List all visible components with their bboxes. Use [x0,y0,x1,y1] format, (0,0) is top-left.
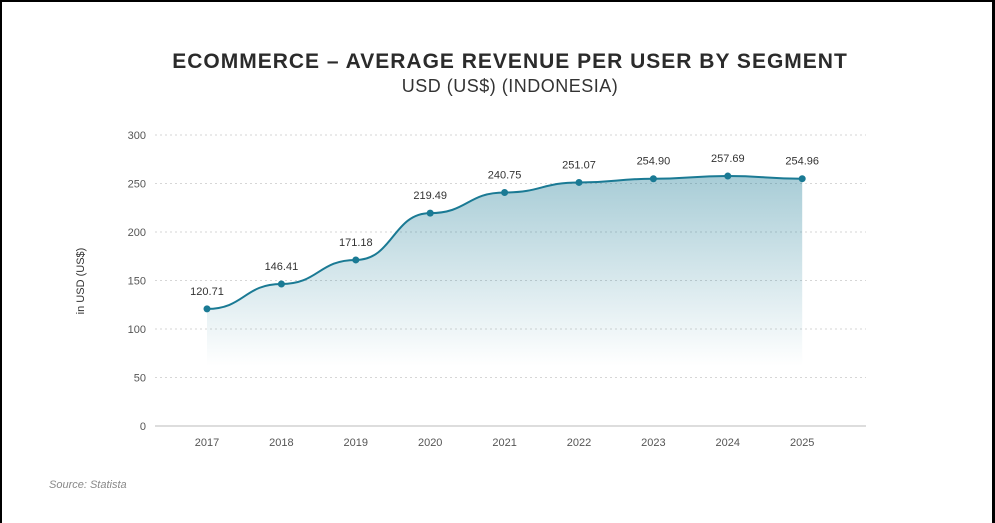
frame-top-border [0,0,995,2]
y-tick-label: 100 [128,324,146,336]
y-tick-label: 0 [140,421,146,433]
x-tick-label: 2023 [641,437,665,449]
frame-right-border [992,0,995,523]
y-tick-label: 50 [134,373,146,385]
y-tick-label: 200 [128,227,146,239]
series-line [206,175,803,310]
x-tick-label: 2024 [716,437,740,449]
data-points [203,172,806,313]
x-tick-label: 2020 [418,437,442,449]
data-point [649,175,657,183]
data-label: 146.41 [265,261,299,273]
x-tick-label: 2022 [567,437,591,449]
data-label: 254.90 [637,156,671,168]
data-point [203,305,211,313]
data-label: 240.75 [488,169,522,181]
data-point [798,175,806,183]
data-label: 251.07 [562,159,596,171]
data-point [277,280,285,288]
data-point [501,188,509,196]
chart-subtitle: USD (US$) (INDONESIA) [401,76,619,96]
data-label: 171.18 [339,237,373,249]
y-axis-ticks: 0 50 100 150 200 250 300 [128,130,146,433]
y-tick-label: 300 [128,130,146,142]
data-point [724,172,732,180]
x-tick-label: 2019 [344,437,368,449]
y-tick-label: 150 [128,276,146,288]
chart-title: ECOMMERCE – AVERAGE REVENUE PER USER BY … [172,50,848,73]
data-label: 219.49 [413,190,447,202]
y-axis-label: in USD (US$) [75,248,87,315]
x-tick-label: 2018 [269,437,293,449]
data-labels: 120.71 146.41 171.18 219.49 240.75 251.07 254.… [190,153,819,298]
x-tick-label: 2025 [790,437,814,449]
data-label: 120.71 [190,286,224,298]
data-label: 254.96 [785,156,819,168]
source-note: Source: Statista [49,479,127,491]
x-tick-label: 2017 [195,437,219,449]
y-tick-label: 250 [128,179,146,191]
x-tick-label: 2021 [492,437,516,449]
x-axis-ticks: 2017 2018 2019 2020 2021 2022 2023 2024 2025 [195,437,815,449]
data-point [575,178,583,186]
data-label: 257.69 [711,153,745,165]
data-point [352,256,360,264]
frame-left-border [0,0,2,523]
data-point [426,209,434,217]
area-fill [207,176,803,366]
